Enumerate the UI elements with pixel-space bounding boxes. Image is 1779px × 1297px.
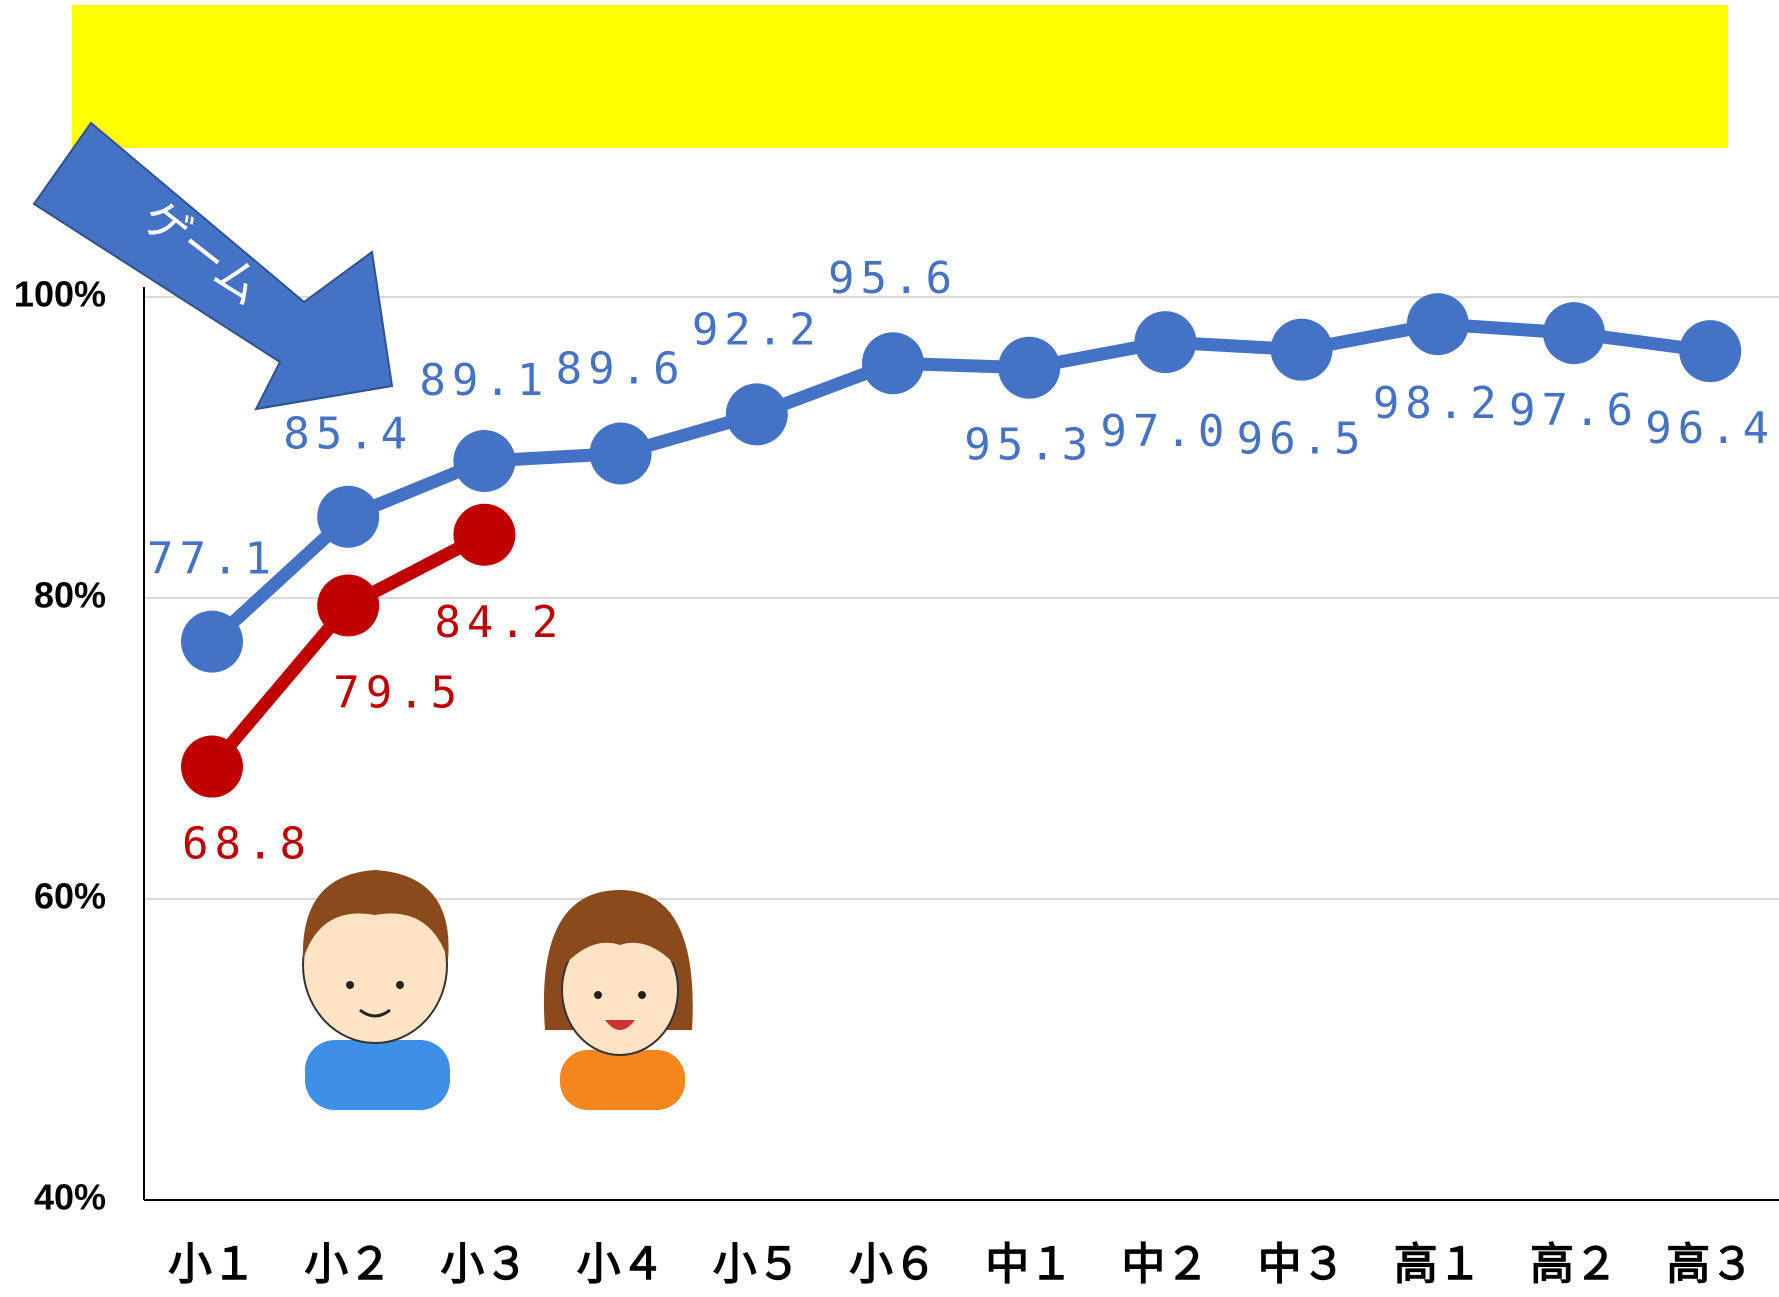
data-label: 97.6	[1509, 385, 1639, 436]
banner	[72, 5, 1728, 148]
illustrations	[302, 870, 693, 1110]
x-tick-label: 小６	[849, 1239, 937, 1290]
marker	[317, 485, 380, 548]
x-tick-label: 中１	[985, 1239, 1073, 1290]
data-label: 96.5	[1237, 414, 1367, 465]
marker	[181, 610, 243, 673]
marker	[1134, 311, 1197, 374]
data-label: 89.6	[556, 344, 686, 395]
arrow	[32, 121, 394, 411]
y-tick-label: 100%	[14, 274, 106, 315]
data-label: 95.3	[964, 420, 1094, 471]
series: 68.8 79.5 84.2	[181, 503, 564, 870]
data-label: 84.2	[434, 597, 564, 648]
data-label: 79.5	[333, 668, 463, 719]
marker	[453, 503, 516, 566]
boy	[302, 870, 450, 1110]
data-label: 97.0	[1100, 406, 1230, 457]
marker	[453, 430, 516, 493]
marker	[998, 336, 1061, 399]
marker	[725, 383, 788, 446]
girl	[543, 890, 693, 1110]
y-tick-label: 40%	[34, 1177, 106, 1218]
marker	[862, 332, 924, 395]
arrow-callout: ゲーム	[32, 121, 394, 411]
x-tick-label: 高３	[1666, 1239, 1754, 1290]
x-tick-label: 高１	[1394, 1239, 1482, 1290]
marker	[181, 735, 243, 798]
marker	[1406, 293, 1469, 356]
data-label: 98.2	[1373, 378, 1503, 429]
data-label: 92.2	[692, 304, 822, 355]
data-label: 85.4	[283, 409, 413, 460]
marker	[317, 574, 380, 637]
series: 77.1 85.489.1 89.692.295.6 95.3 97.0 96.598.2…	[147, 253, 1775, 673]
x-tick-label: 小３	[440, 1239, 528, 1290]
x-tick-label: 小５	[713, 1239, 801, 1290]
x-tick-label: 小４	[577, 1239, 665, 1290]
data-label: 89.1	[419, 355, 549, 406]
marker	[1679, 320, 1742, 383]
marker	[1543, 302, 1605, 365]
x-tick-label: 小２	[304, 1239, 392, 1290]
marker	[589, 422, 652, 485]
data-label: 68.8	[182, 819, 312, 870]
marker	[1270, 318, 1333, 381]
x-tick-label: 高２	[1530, 1239, 1618, 1290]
data-label: 95.6	[828, 253, 958, 304]
data-label: 77.1	[147, 534, 277, 585]
x-tick-label: 小１	[168, 1239, 256, 1290]
data-label: 96.4	[1645, 403, 1775, 454]
x-tick-label: 中３	[1258, 1239, 1346, 1290]
y-tick-label: 60%	[34, 876, 106, 917]
y-tick-label: 80%	[34, 575, 106, 616]
x-tick-label: 中２	[1121, 1239, 1209, 1290]
